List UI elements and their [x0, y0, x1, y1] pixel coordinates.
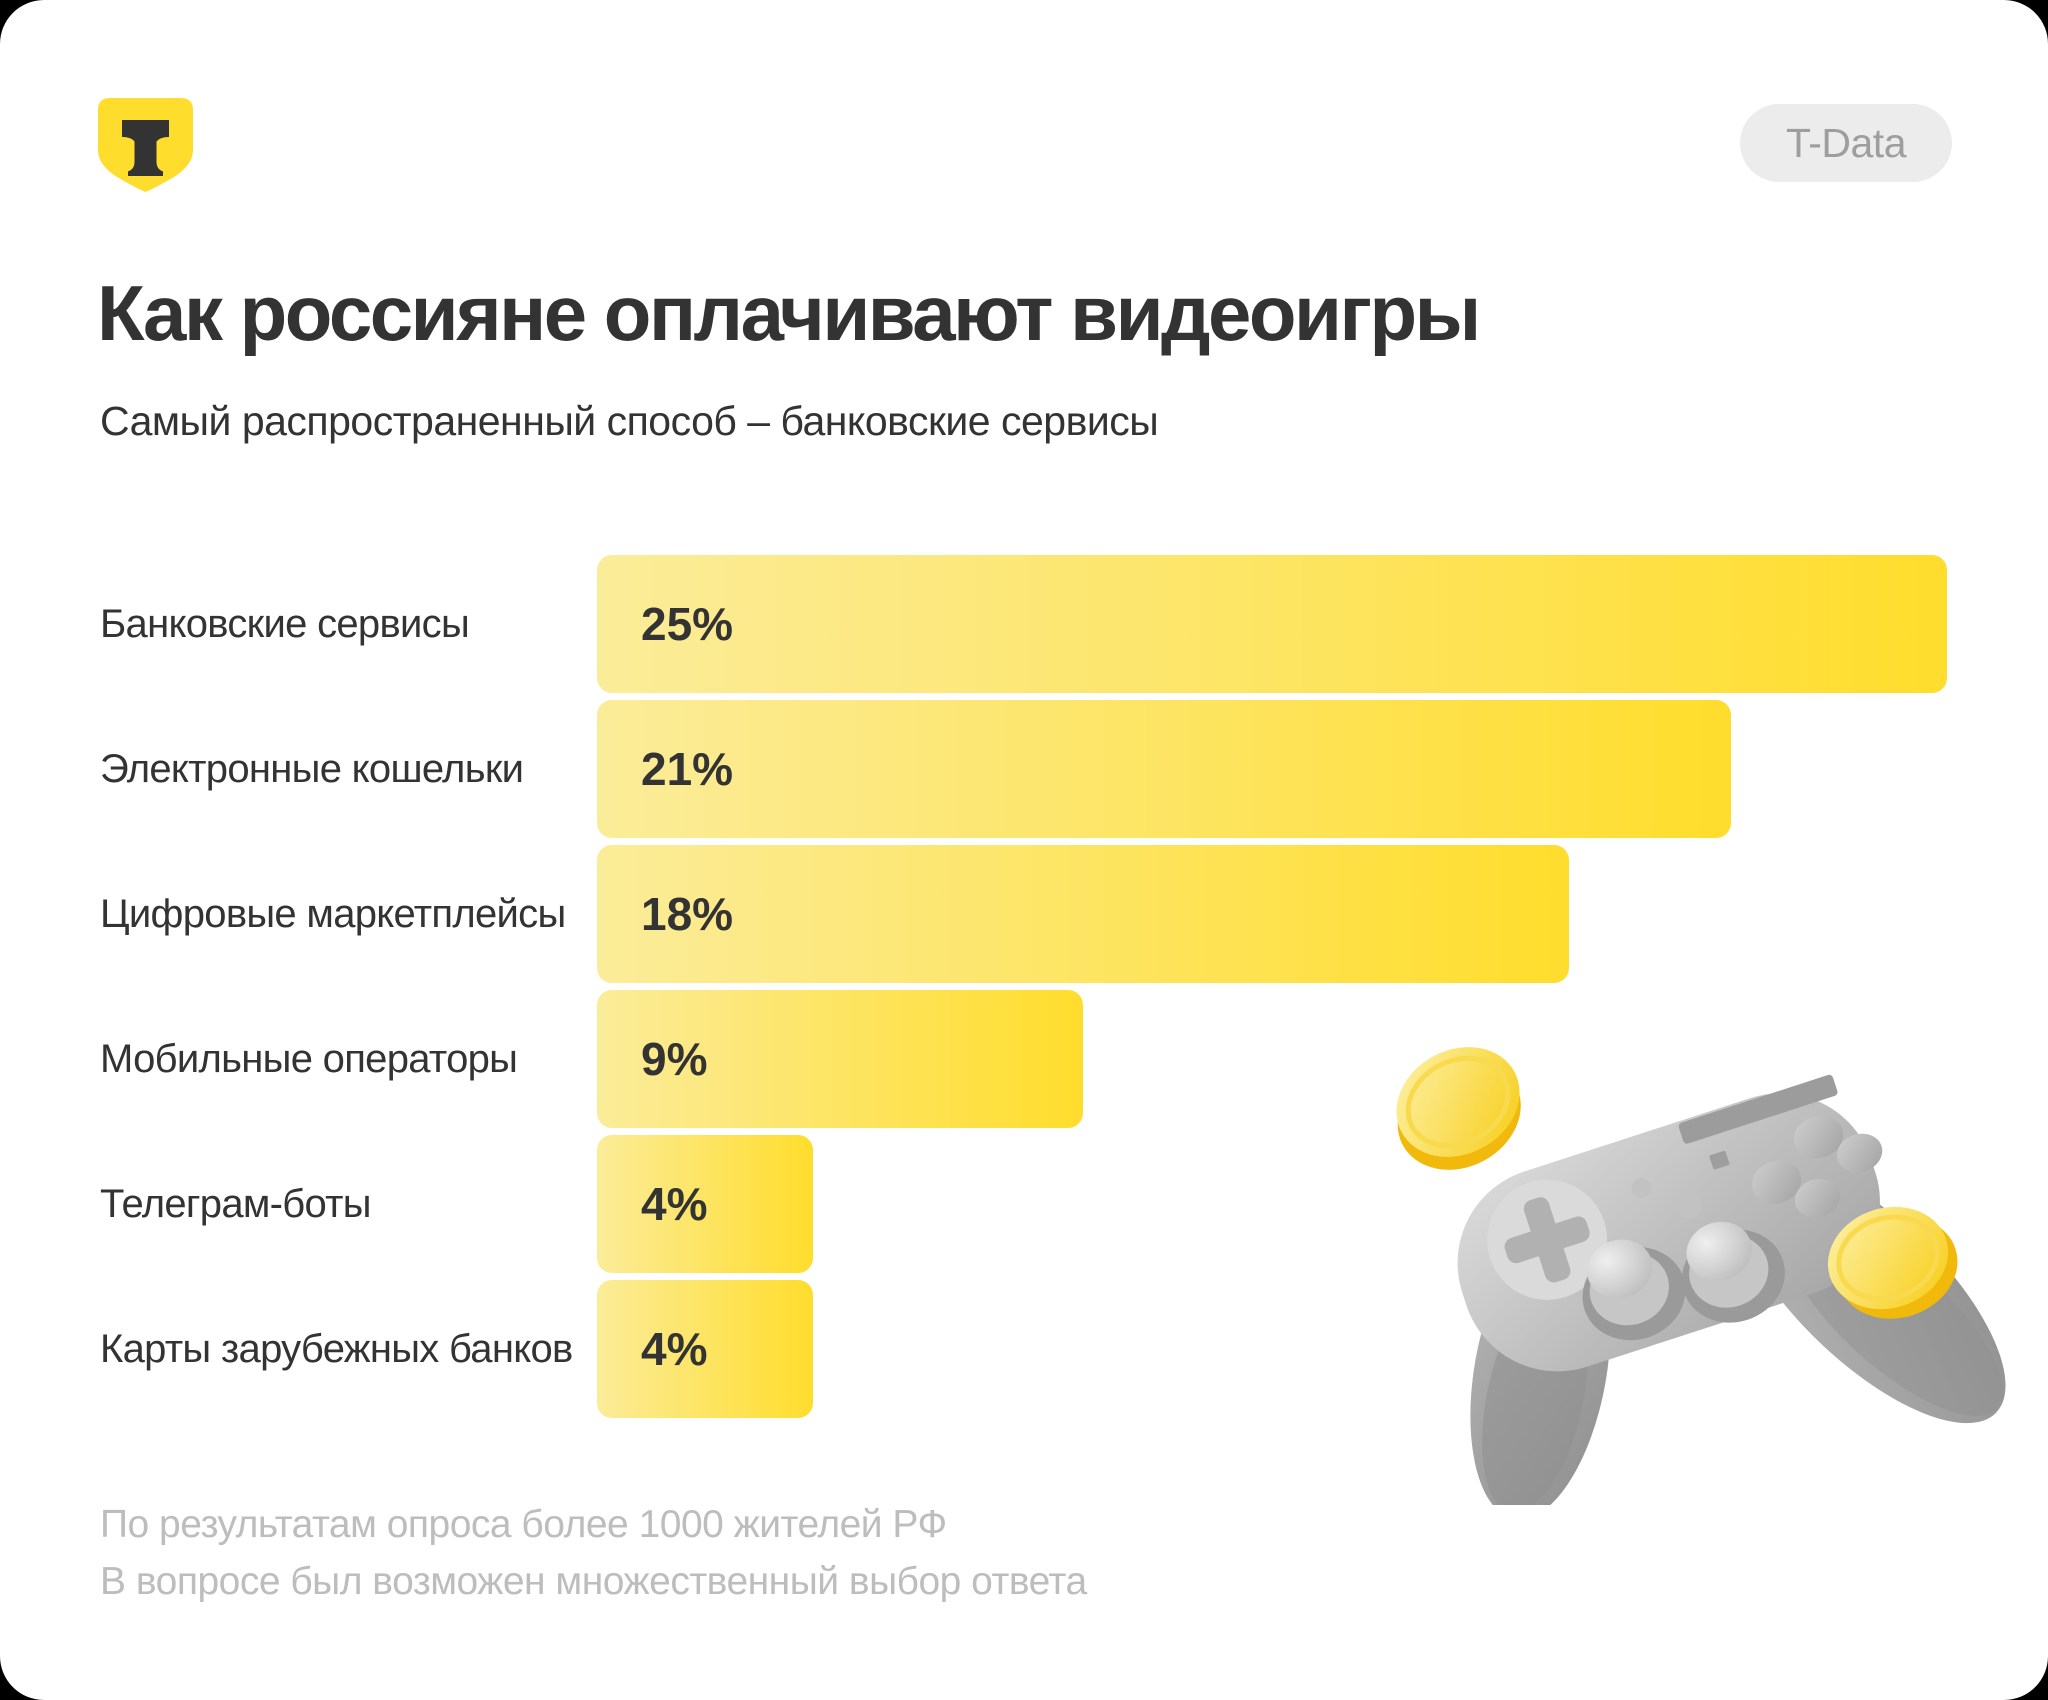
- page-title: Как россияне оплачивают видеоигры: [97, 269, 1481, 357]
- coin-icon: [1827, 1206, 1958, 1319]
- value-label: 4%: [641, 1323, 708, 1375]
- chart-row: Мобильные операторы 9%: [0, 990, 2048, 1128]
- bar: 4%: [597, 1135, 813, 1273]
- bar: 25%: [597, 555, 1947, 693]
- value-label: 25%: [641, 598, 734, 650]
- footnote-line: По результатам опроса более 1000 жителей…: [100, 1503, 947, 1546]
- gamepad-with-coins-illustration: [1396, 1047, 2006, 1505]
- category-label: Электронные кошельки: [100, 746, 524, 791]
- value-label: 18%: [641, 888, 734, 940]
- bar: 9%: [597, 990, 1083, 1128]
- value-label: 21%: [641, 743, 734, 795]
- category-label: Карты зарубежных банков: [100, 1326, 573, 1371]
- category-label: Цифровые маркетплейсы: [100, 891, 566, 936]
- t-bank-logo-icon: [98, 98, 193, 192]
- gamepad-icon: [1457, 1074, 2006, 1505]
- subtitle: Самый распространенный способ – банковск…: [100, 398, 1159, 444]
- t-data-badge: T-Data: [1739, 104, 1952, 182]
- chart-row: Цифровые маркетплейсы 18%: [0, 845, 2048, 983]
- chart-row: Банковские сервисы 25%: [0, 555, 2048, 693]
- footnote: По результатам опроса более 1000 жителей…: [100, 1496, 1087, 1610]
- chart-row: Карты зарубежных банков 4%: [0, 1280, 2048, 1418]
- category-label: Мобильные операторы: [100, 1036, 518, 1081]
- bar: 18%: [597, 845, 1569, 983]
- chart-row: Электронные кошельки 21%: [0, 700, 2048, 838]
- category-label: Телеграм-боты: [100, 1181, 372, 1226]
- chart-row: Телеграм-боты 4%: [0, 1135, 2048, 1273]
- coin-icon: [1396, 1047, 1521, 1170]
- bar: 21%: [597, 700, 1731, 838]
- value-label: 9%: [641, 1033, 708, 1085]
- footnote-line: В вопросе был возможен множественный выб…: [100, 1560, 1087, 1603]
- bar: 4%: [597, 1280, 813, 1418]
- category-label: Банковские сервисы: [100, 601, 470, 646]
- bar-chart: Банковские сервисы 25% Электронные кошельк…: [0, 555, 2048, 1420]
- value-label: 4%: [641, 1178, 708, 1230]
